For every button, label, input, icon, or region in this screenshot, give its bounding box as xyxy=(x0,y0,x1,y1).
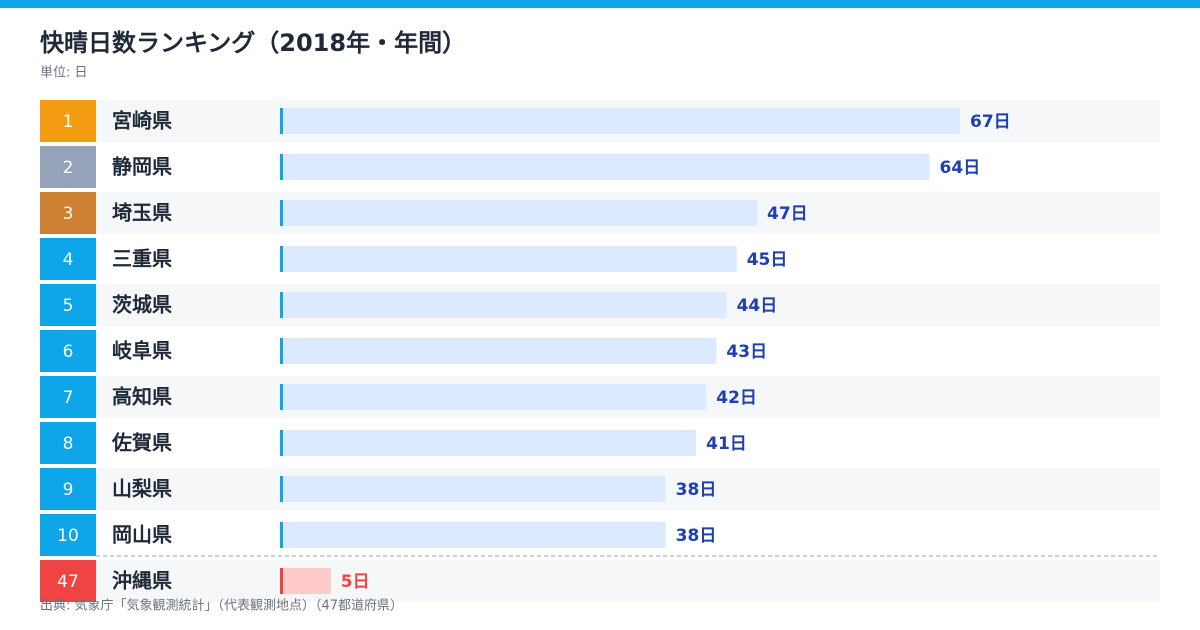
bar xyxy=(280,568,331,594)
prefecture-name: 岐阜県 xyxy=(112,339,172,363)
value-label: 45日 xyxy=(747,250,788,270)
value-label: 47日 xyxy=(767,204,808,224)
rank-badge xyxy=(40,422,96,464)
prefecture-name: 埼玉県 xyxy=(112,201,172,225)
rank-badge xyxy=(40,376,96,418)
rank: 1 xyxy=(63,112,74,132)
rank-badge xyxy=(40,146,96,188)
bar xyxy=(280,430,697,456)
rank: 3 xyxy=(63,204,74,224)
rank: 2 xyxy=(63,158,74,178)
bar-accent xyxy=(280,292,283,318)
value-label: 43日 xyxy=(726,342,767,362)
top-stripe xyxy=(0,0,1200,8)
bar-accent xyxy=(280,200,283,226)
rank-badge xyxy=(40,192,96,234)
prefecture-name: 三重県 xyxy=(112,247,172,271)
rank: 47 xyxy=(57,572,79,592)
value-label: 64日 xyxy=(940,158,981,178)
bar xyxy=(280,384,707,410)
rows: 1 宮崎県 67日 2 静岡県 64日 3 埼玉県 47日 4 三重県 45日 5 茨城県 44日 6 岐阜県 4… xyxy=(40,100,1160,602)
rank: 5 xyxy=(63,296,74,316)
value-label: 41日 xyxy=(706,434,747,454)
bar xyxy=(280,292,727,318)
prefecture-name: 沖縄県 xyxy=(112,569,172,593)
bar xyxy=(280,154,930,180)
bar-accent xyxy=(280,246,283,272)
prefecture-name: 岡山県 xyxy=(112,523,172,547)
bar xyxy=(280,108,960,134)
bar-accent xyxy=(280,384,283,410)
value-label: 38日 xyxy=(676,526,717,546)
bar-accent xyxy=(280,108,283,134)
bar-accent xyxy=(280,430,283,456)
rank-badge xyxy=(40,100,96,142)
prefecture-name: 宮崎県 xyxy=(112,109,172,133)
bar-accent xyxy=(280,338,283,364)
source: 出典: 気象庁「気象観測統計」（代表観測地点）（47都道府県） xyxy=(40,598,403,614)
bar-accent xyxy=(280,154,283,180)
value-label: 44日 xyxy=(737,296,778,316)
bar xyxy=(280,200,758,226)
prefecture-name: 山梨県 xyxy=(112,477,172,501)
value-label: 67日 xyxy=(970,112,1011,132)
rank-badge xyxy=(40,560,96,602)
bar xyxy=(280,338,717,364)
bar-accent xyxy=(280,476,283,502)
chart-title: 快晴日数ランキング（2018年・年間） xyxy=(40,29,466,57)
rank-badge xyxy=(40,284,96,326)
bar xyxy=(280,246,737,272)
prefecture-name: 高知県 xyxy=(112,385,172,409)
rank: 9 xyxy=(63,480,74,500)
rank-badge xyxy=(40,238,96,280)
prefecture-name: 茨城県 xyxy=(112,293,172,317)
prefecture-name: 佐賀県 xyxy=(111,431,172,455)
rank-badge xyxy=(40,330,96,372)
value-label: 38日 xyxy=(676,480,717,500)
value-label: 42日 xyxy=(716,388,757,408)
bar-accent xyxy=(280,522,283,548)
value-label: 5日 xyxy=(341,572,370,592)
rank-badge xyxy=(40,514,96,556)
rank-badge xyxy=(40,468,96,510)
prefecture-name: 静岡県 xyxy=(112,155,172,179)
rank: 8 xyxy=(63,434,74,454)
unit-label: 単位: 日 xyxy=(40,65,88,81)
rank: 6 xyxy=(63,342,74,362)
bar xyxy=(280,476,666,502)
rank: 10 xyxy=(57,526,79,546)
bar-accent xyxy=(280,568,283,594)
rank: 4 xyxy=(63,250,74,270)
bar xyxy=(280,522,666,548)
row-background xyxy=(96,560,1160,602)
rank: 7 xyxy=(63,388,74,408)
